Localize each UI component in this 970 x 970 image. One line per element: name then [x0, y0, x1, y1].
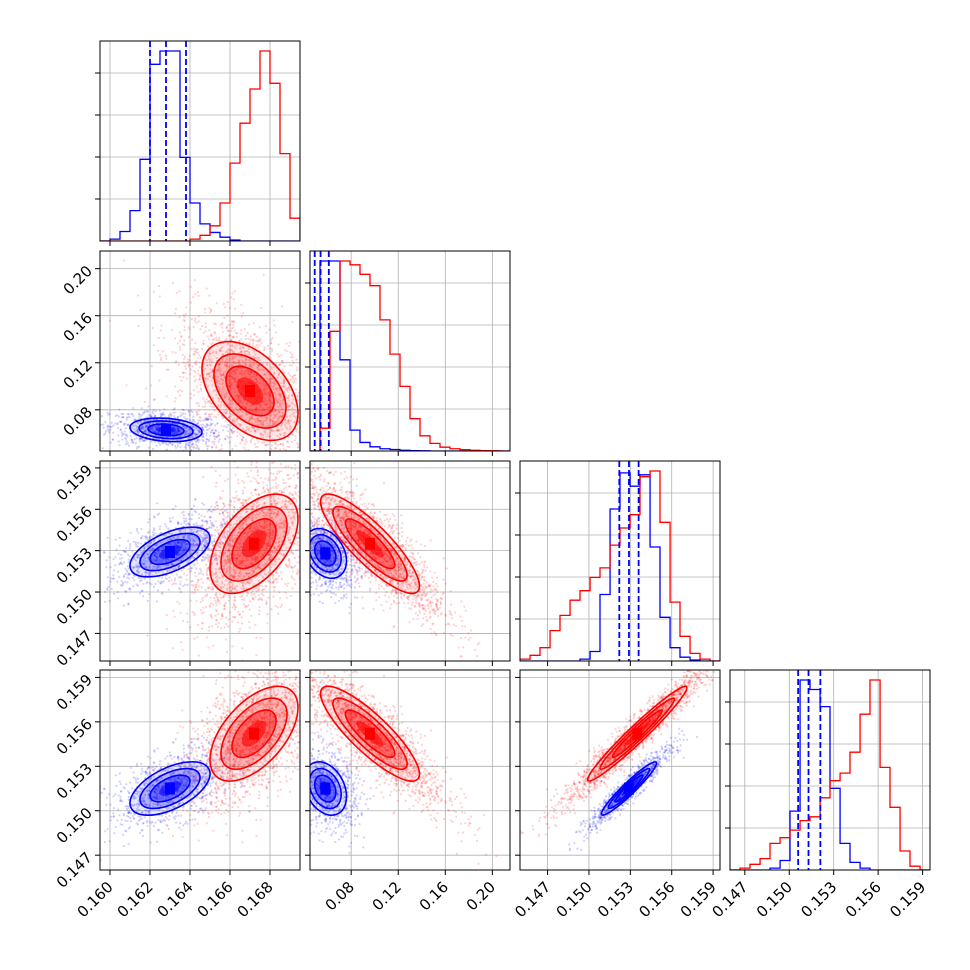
panel-frame	[99, 250, 301, 452]
y-tick-label: 0.159	[53, 461, 96, 504]
blue-peak-cell	[623, 782, 634, 795]
blue-peak-cell	[320, 547, 331, 560]
panel-frame	[309, 669, 511, 871]
x-tick-label: 0.12	[369, 878, 405, 914]
red-contours	[209, 493, 299, 595]
red-peak-cell	[365, 537, 375, 550]
panel-frame	[519, 669, 721, 871]
panel-frame	[519, 460, 721, 662]
red-histogram	[100, 50, 300, 241]
y-tick-label: 0.08	[60, 403, 96, 439]
x-tick-label: 0.16	[416, 878, 452, 914]
blue-histogram	[310, 260, 510, 451]
x-tick-label: 0.156	[842, 878, 885, 921]
x-tick-label: 0.147	[511, 878, 554, 921]
y-tick-label: 0.16	[60, 309, 96, 345]
panel-r3-c1: 0.08 0.12 0.16 0.20	[305, 669, 511, 914]
x-tick-label: 0.166	[194, 878, 237, 921]
blue-contours	[310, 761, 348, 816]
y-tick-label: 0.147	[53, 627, 96, 670]
x-tick-label: 0.08	[322, 878, 358, 914]
red-peak-cell	[365, 727, 375, 740]
blue-peak-cell	[165, 782, 175, 795]
blue-contours	[129, 761, 211, 816]
x-tick-label: 0.159	[886, 878, 929, 921]
panel-frame	[729, 669, 931, 871]
red-histogram	[310, 260, 510, 451]
panel-r2-c1	[305, 460, 511, 666]
y-tick-label: 0.156	[53, 715, 96, 758]
x-tick-label: 0.164	[154, 878, 197, 921]
blue-histogram	[730, 679, 930, 870]
blue-histogram	[100, 50, 300, 241]
red-contours	[319, 685, 421, 782]
panel-r1-c1	[305, 250, 511, 456]
blue-histogram	[520, 472, 720, 661]
blue-peak-cell	[165, 546, 175, 559]
x-tick-label: 0.20	[463, 878, 499, 914]
x-tick-label: 0.150	[553, 878, 596, 921]
panel-frame	[99, 40, 301, 242]
blue-contours	[129, 417, 203, 443]
y-tick-label: 0.147	[53, 848, 96, 891]
red-peak-cell	[632, 727, 643, 740]
x-tick-label: 0.150	[753, 878, 796, 921]
x-tick-label: 0.153	[594, 878, 637, 921]
panel-frame	[99, 460, 301, 662]
red-samples	[146, 670, 300, 844]
blue-contours	[600, 761, 658, 816]
blue-peak-cell	[161, 423, 171, 436]
x-tick-label: 0.156	[635, 878, 678, 921]
red-samples	[109, 259, 300, 451]
y-tick-label: 0.156	[53, 503, 96, 546]
panel-r3-c3: 0.147 0.150 0.153 0.156 0.159	[708, 669, 931, 921]
x-tick-label: 0.162	[114, 878, 157, 921]
y-tick-label: 0.150	[53, 585, 96, 628]
blue-peak-cell	[320, 782, 331, 795]
red-peak-cell	[249, 727, 259, 740]
red-contours	[209, 685, 299, 782]
panel-frame	[99, 669, 301, 871]
red-histogram	[730, 679, 930, 870]
red-contours	[201, 340, 299, 442]
y-tick-label: 0.150	[53, 804, 96, 847]
blue-contours	[310, 527, 348, 580]
panel-r1-c0: 0.08 0.12 0.16 0.20	[60, 250, 301, 456]
y-tick-label: 0.12	[60, 356, 96, 392]
y-tick-label: 0.20	[60, 262, 96, 298]
red-peak-cell	[245, 385, 255, 397]
y-tick-label: 0.153	[53, 544, 96, 587]
x-tick-label: 0.153	[797, 878, 840, 921]
y-tick-label: 0.153	[53, 760, 96, 803]
x-tick-label: 0.160	[74, 878, 117, 921]
red-peak-cell	[249, 537, 259, 550]
panel-r0-c0	[95, 40, 301, 246]
panel-r2-c2	[515, 460, 721, 666]
red-contours	[586, 685, 688, 782]
y-tick-label: 0.159	[53, 671, 96, 714]
red-contours	[319, 493, 421, 595]
red-samples	[310, 670, 498, 866]
panel-frame	[309, 460, 511, 662]
x-tick-label: 0.147	[708, 878, 751, 921]
blue-contours	[129, 526, 211, 578]
x-tick-label: 0.168	[234, 878, 277, 921]
panel-frame	[309, 250, 511, 452]
